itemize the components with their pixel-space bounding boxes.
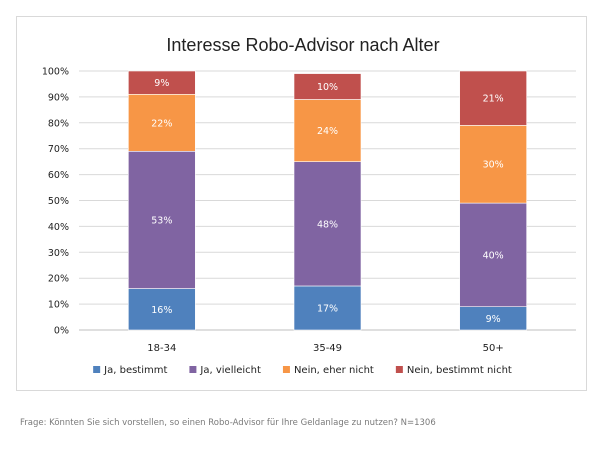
legend-swatch	[93, 366, 101, 373]
legend-swatch	[395, 366, 403, 373]
y-tick-label: 100%	[42, 67, 69, 78]
bar-segment	[293, 285, 362, 331]
y-tick-label: 0%	[54, 326, 69, 337]
x-category-label: 35-49	[313, 343, 342, 354]
bar-segment	[459, 202, 527, 307]
bar-segment	[293, 73, 362, 100]
data-label: 16%	[151, 305, 172, 316]
chart-frame: Interesse Robo-Advisor nach Alter 0% 10% 2…	[16, 16, 587, 391]
y-tick-label: 20%	[48, 274, 69, 285]
legend-item: Nein, eher nicht	[282, 365, 374, 376]
legend: Ja, bestimmt Ja, vielleicht Nein, eher nic…	[93, 365, 512, 376]
y-tick-label: 90%	[48, 92, 69, 103]
legend-item: Nein, bestimmt nicht	[395, 365, 512, 376]
data-label: 9%	[486, 314, 501, 325]
bar-segment	[293, 99, 362, 162]
footnote: Frage: Könnten Sie sich vorstellen, so e…	[20, 418, 436, 428]
x-category-label: 18-34	[147, 343, 176, 354]
data-label: 17%	[317, 303, 338, 314]
bar-segment	[293, 161, 362, 287]
y-tick-label: 80%	[48, 118, 69, 129]
bar-segment	[128, 70, 196, 95]
legend-item: Ja, bestimmt	[93, 365, 167, 376]
y-tick-label: 30%	[48, 248, 69, 259]
bar-segment	[459, 70, 527, 126]
data-label: 10%	[317, 82, 338, 93]
y-tick-label: 10%	[48, 300, 69, 311]
y-axis-ticks: 0% 10% 20% 30% 40% 50% 60% 70% 80% 90% 100%	[42, 67, 69, 337]
bars: 16% 53% 22% 9% 17% 48% 24% 10% 9% 40% 30% 21%	[128, 70, 527, 331]
y-tick-label: 70%	[48, 144, 69, 155]
legend-label: Ja, bestimmt	[103, 365, 167, 376]
bar-segment	[128, 288, 196, 331]
legend-label: Ja, vielleicht	[199, 365, 261, 376]
data-label: 21%	[483, 94, 504, 105]
chart-title: Interesse Robo-Advisor nach Alter	[166, 35, 439, 55]
data-label: 48%	[317, 219, 338, 230]
data-label: 22%	[151, 118, 172, 129]
data-label: 9%	[154, 78, 169, 89]
y-tick-label: 60%	[48, 170, 69, 181]
x-category-label: 50+	[483, 343, 504, 354]
legend-item: Ja, vielleicht	[189, 365, 261, 376]
y-tick-label: 40%	[48, 222, 69, 233]
stacked-bar-chart: Interesse Robo-Advisor nach Alter 0% 10% 2…	[42, 35, 576, 376]
data-label: 40%	[483, 250, 504, 261]
data-label: 53%	[151, 215, 172, 226]
legend-swatch	[189, 366, 197, 373]
data-label: 24%	[317, 126, 338, 137]
x-axis-categories: 18-34 35-49 50+	[147, 343, 503, 354]
legend-label: Nein, bestimmt nicht	[407, 365, 512, 376]
bar-segment	[459, 125, 527, 204]
y-tick-label: 50%	[48, 196, 69, 207]
legend-swatch	[282, 366, 290, 373]
bar-segment	[128, 150, 196, 289]
bar-segment	[128, 94, 196, 152]
data-label: 30%	[483, 160, 504, 171]
legend-label: Nein, eher nicht	[294, 365, 374, 376]
